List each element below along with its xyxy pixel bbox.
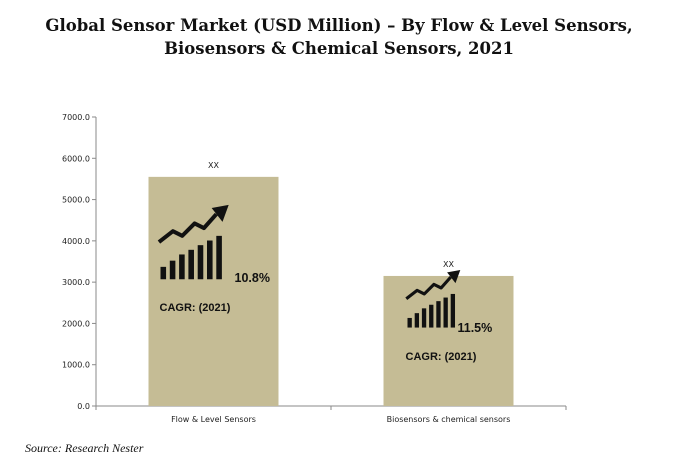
growth-icon-bar [207,240,213,280]
growth-icon-bar [436,301,441,328]
chart-title: Global Sensor Market (USD Million) – By … [0,14,678,60]
y-tick-label: 4000.0 [62,237,90,246]
chart-title-line-2: Biosensors & Chemical Sensors, 2021 [164,39,514,58]
data-label: XX [443,260,454,269]
y-tick-label: 0.0 [77,402,90,411]
growth-chart-icon [157,204,229,280]
growth-icon-bar [169,260,176,280]
growth-icon-bar [429,304,434,328]
chart-title-line-1: Global Sensor Market (USD Million) – By … [45,16,633,35]
y-tick-label: 3000.0 [62,278,90,287]
growth-icon-bar [179,254,185,280]
y-tick-label: 1000.0 [62,361,90,370]
cagr-value: 11.5% [458,321,493,335]
growth-icon-trend [405,276,452,300]
data-label: XX [208,161,219,170]
growth-icon-bar [216,235,222,280]
y-tick-label: 7000.0 [62,113,90,122]
bar [148,176,279,406]
growth-icon-arrowhead [447,269,461,284]
y-tick-label: 2000.0 [62,319,90,328]
bar [383,275,514,406]
cagr-label: CAGR: (2021) [406,351,477,363]
cagr-label: CAGR: (2021) [160,302,231,314]
growth-icon-arrowhead [211,204,229,222]
x-category-label: Biosensors & chemical sensors [387,415,511,424]
growth-icon-bar [421,308,427,328]
y-tick-label: 5000.0 [62,196,90,205]
growth-icon-bar [443,297,448,328]
growth-icon-bar [450,293,456,328]
growth-icon-bar [160,266,167,280]
source-note: Source: Research Nester [25,441,144,455]
growth-icon-bar [407,317,412,328]
y-tick-label: 6000.0 [62,154,90,163]
growth-icon-trend [157,212,218,244]
growth-chart-icon [405,269,461,328]
growth-icon-bar [414,313,420,328]
cagr-value: 10.8% [235,271,270,285]
growth-icon-bar [197,245,204,280]
growth-icon-bar [188,249,194,280]
x-category-label: Flow & Level Sensors [171,415,256,424]
